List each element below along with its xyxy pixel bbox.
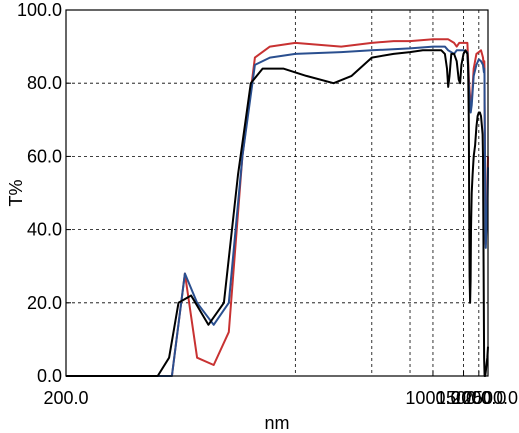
x-tick-label: 2000.0	[451, 388, 506, 408]
grid	[66, 10, 488, 376]
y-tick-label: 40.0	[27, 220, 62, 240]
y-tick-label: 80.0	[27, 73, 62, 93]
series-line-3	[66, 49, 489, 377]
plot-frame	[65, 9, 489, 377]
y-axis-label: T%	[6, 180, 26, 207]
y-tick-label: 100.0	[17, 0, 62, 20]
series-line-1	[66, 38, 489, 377]
series-line-2	[66, 45, 489, 377]
y-tick-label: 60.0	[27, 146, 62, 166]
x-tick-label: 1000.0	[405, 388, 460, 408]
x-tick-label: 200.0	[43, 388, 88, 408]
plot-series	[66, 38, 489, 377]
x-tick-label: 1500.0	[436, 388, 491, 408]
x-axis-label: nm	[264, 413, 289, 433]
y-tick-label: 20.0	[27, 293, 62, 313]
y-tick-label: 0.0	[37, 366, 62, 386]
x-tick-label: 2500.0	[463, 388, 518, 408]
